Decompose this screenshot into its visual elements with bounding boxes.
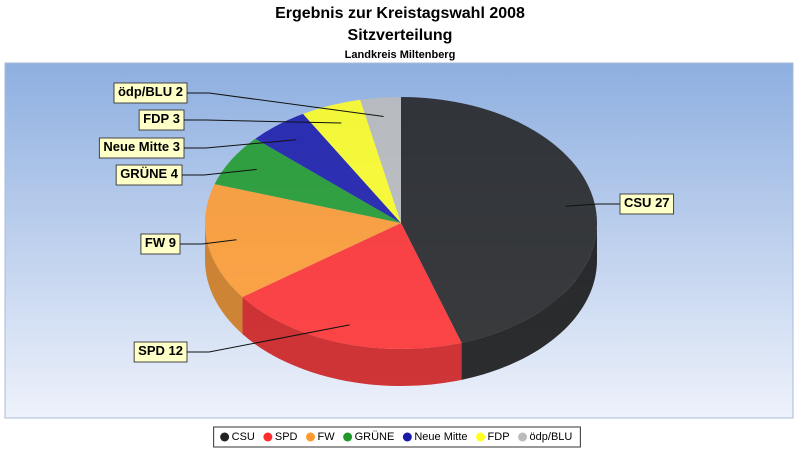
- slice-side: [242, 297, 462, 386]
- legend-label: SPD: [275, 431, 298, 443]
- data-label-text: FW 9: [145, 235, 176, 250]
- slice-side: [205, 223, 243, 335]
- slice-shade: [205, 223, 243, 335]
- data-label: SPD 12: [133, 341, 188, 363]
- legend-label: FW: [318, 431, 336, 443]
- slice-shade: [242, 297, 462, 386]
- slice-shade: [461, 223, 597, 380]
- leader-line: [180, 239, 237, 245]
- data-label-value: 3: [173, 139, 180, 154]
- leader-line: [184, 119, 342, 124]
- legend-label: ödp/BLU: [530, 431, 573, 443]
- chart-subtitle: Sitzverteilung: [348, 27, 453, 44]
- legend-marker: [263, 432, 273, 442]
- slice-side: [461, 223, 597, 380]
- slice: [303, 99, 401, 223]
- data-label-text: GRÜNE 4: [120, 166, 179, 181]
- data-label-name: ödp/BLU: [118, 84, 172, 99]
- data-label: CSU 27: [619, 193, 675, 215]
- slice: [205, 184, 401, 298]
- data-label-name: FW: [145, 235, 166, 250]
- data-label-value: 9: [169, 235, 176, 250]
- legend-marker: [402, 432, 412, 442]
- data-label-name: FDP: [143, 111, 169, 126]
- data-label-name: SPD: [138, 343, 165, 358]
- slice: [242, 223, 462, 350]
- leader-line: [187, 324, 350, 353]
- slice: [255, 113, 401, 223]
- data-label-text: FDP 3: [143, 111, 180, 126]
- data-label: Neue Mitte 3: [98, 137, 185, 159]
- chart-region: Landkreis Miltenberg: [345, 49, 456, 61]
- chart-title: Ergebnis zur Kreistagswahl 2008: [275, 5, 525, 22]
- leader-line: [187, 92, 384, 117]
- legend-label: GRÜNE: [355, 431, 395, 443]
- slice: [214, 138, 401, 223]
- leader-line: [565, 203, 620, 207]
- data-label-text: ödp/BLU 2: [118, 84, 183, 99]
- data-label: FDP 3: [138, 109, 185, 131]
- legend-label: FDP: [488, 431, 510, 443]
- legend-label: CSU: [232, 431, 255, 443]
- data-label-text: CSU 27: [624, 195, 670, 210]
- data-label-value: 4: [171, 166, 179, 181]
- legend-marker: [518, 432, 528, 442]
- legend-marker: [343, 432, 353, 442]
- data-label-value: 2: [176, 84, 183, 99]
- data-label-name: Neue Mitte: [103, 139, 169, 154]
- data-label-value: 12: [169, 343, 183, 358]
- data-label-value: 27: [655, 195, 669, 210]
- data-label: FW 9: [140, 233, 181, 255]
- data-label-name: CSU: [624, 195, 651, 210]
- data-label-value: 3: [173, 111, 180, 126]
- slice: [401, 97, 597, 343]
- data-label-name: GRÜNE: [120, 166, 167, 181]
- legend-label: Neue Mitte: [414, 431, 467, 443]
- legend-marker: [220, 432, 230, 442]
- data-label: GRÜNE 4: [115, 164, 183, 186]
- leader-line: [184, 139, 297, 149]
- leader-line: [182, 168, 257, 176]
- data-label-text: SPD 12: [138, 343, 183, 358]
- data-label-text: Neue Mitte 3: [103, 139, 180, 154]
- legend-box: [213, 426, 581, 448]
- legend-marker: [306, 432, 315, 442]
- data-label: ödp/BLU 2: [113, 82, 188, 104]
- slice: [360, 97, 401, 223]
- legend-marker: [476, 432, 486, 442]
